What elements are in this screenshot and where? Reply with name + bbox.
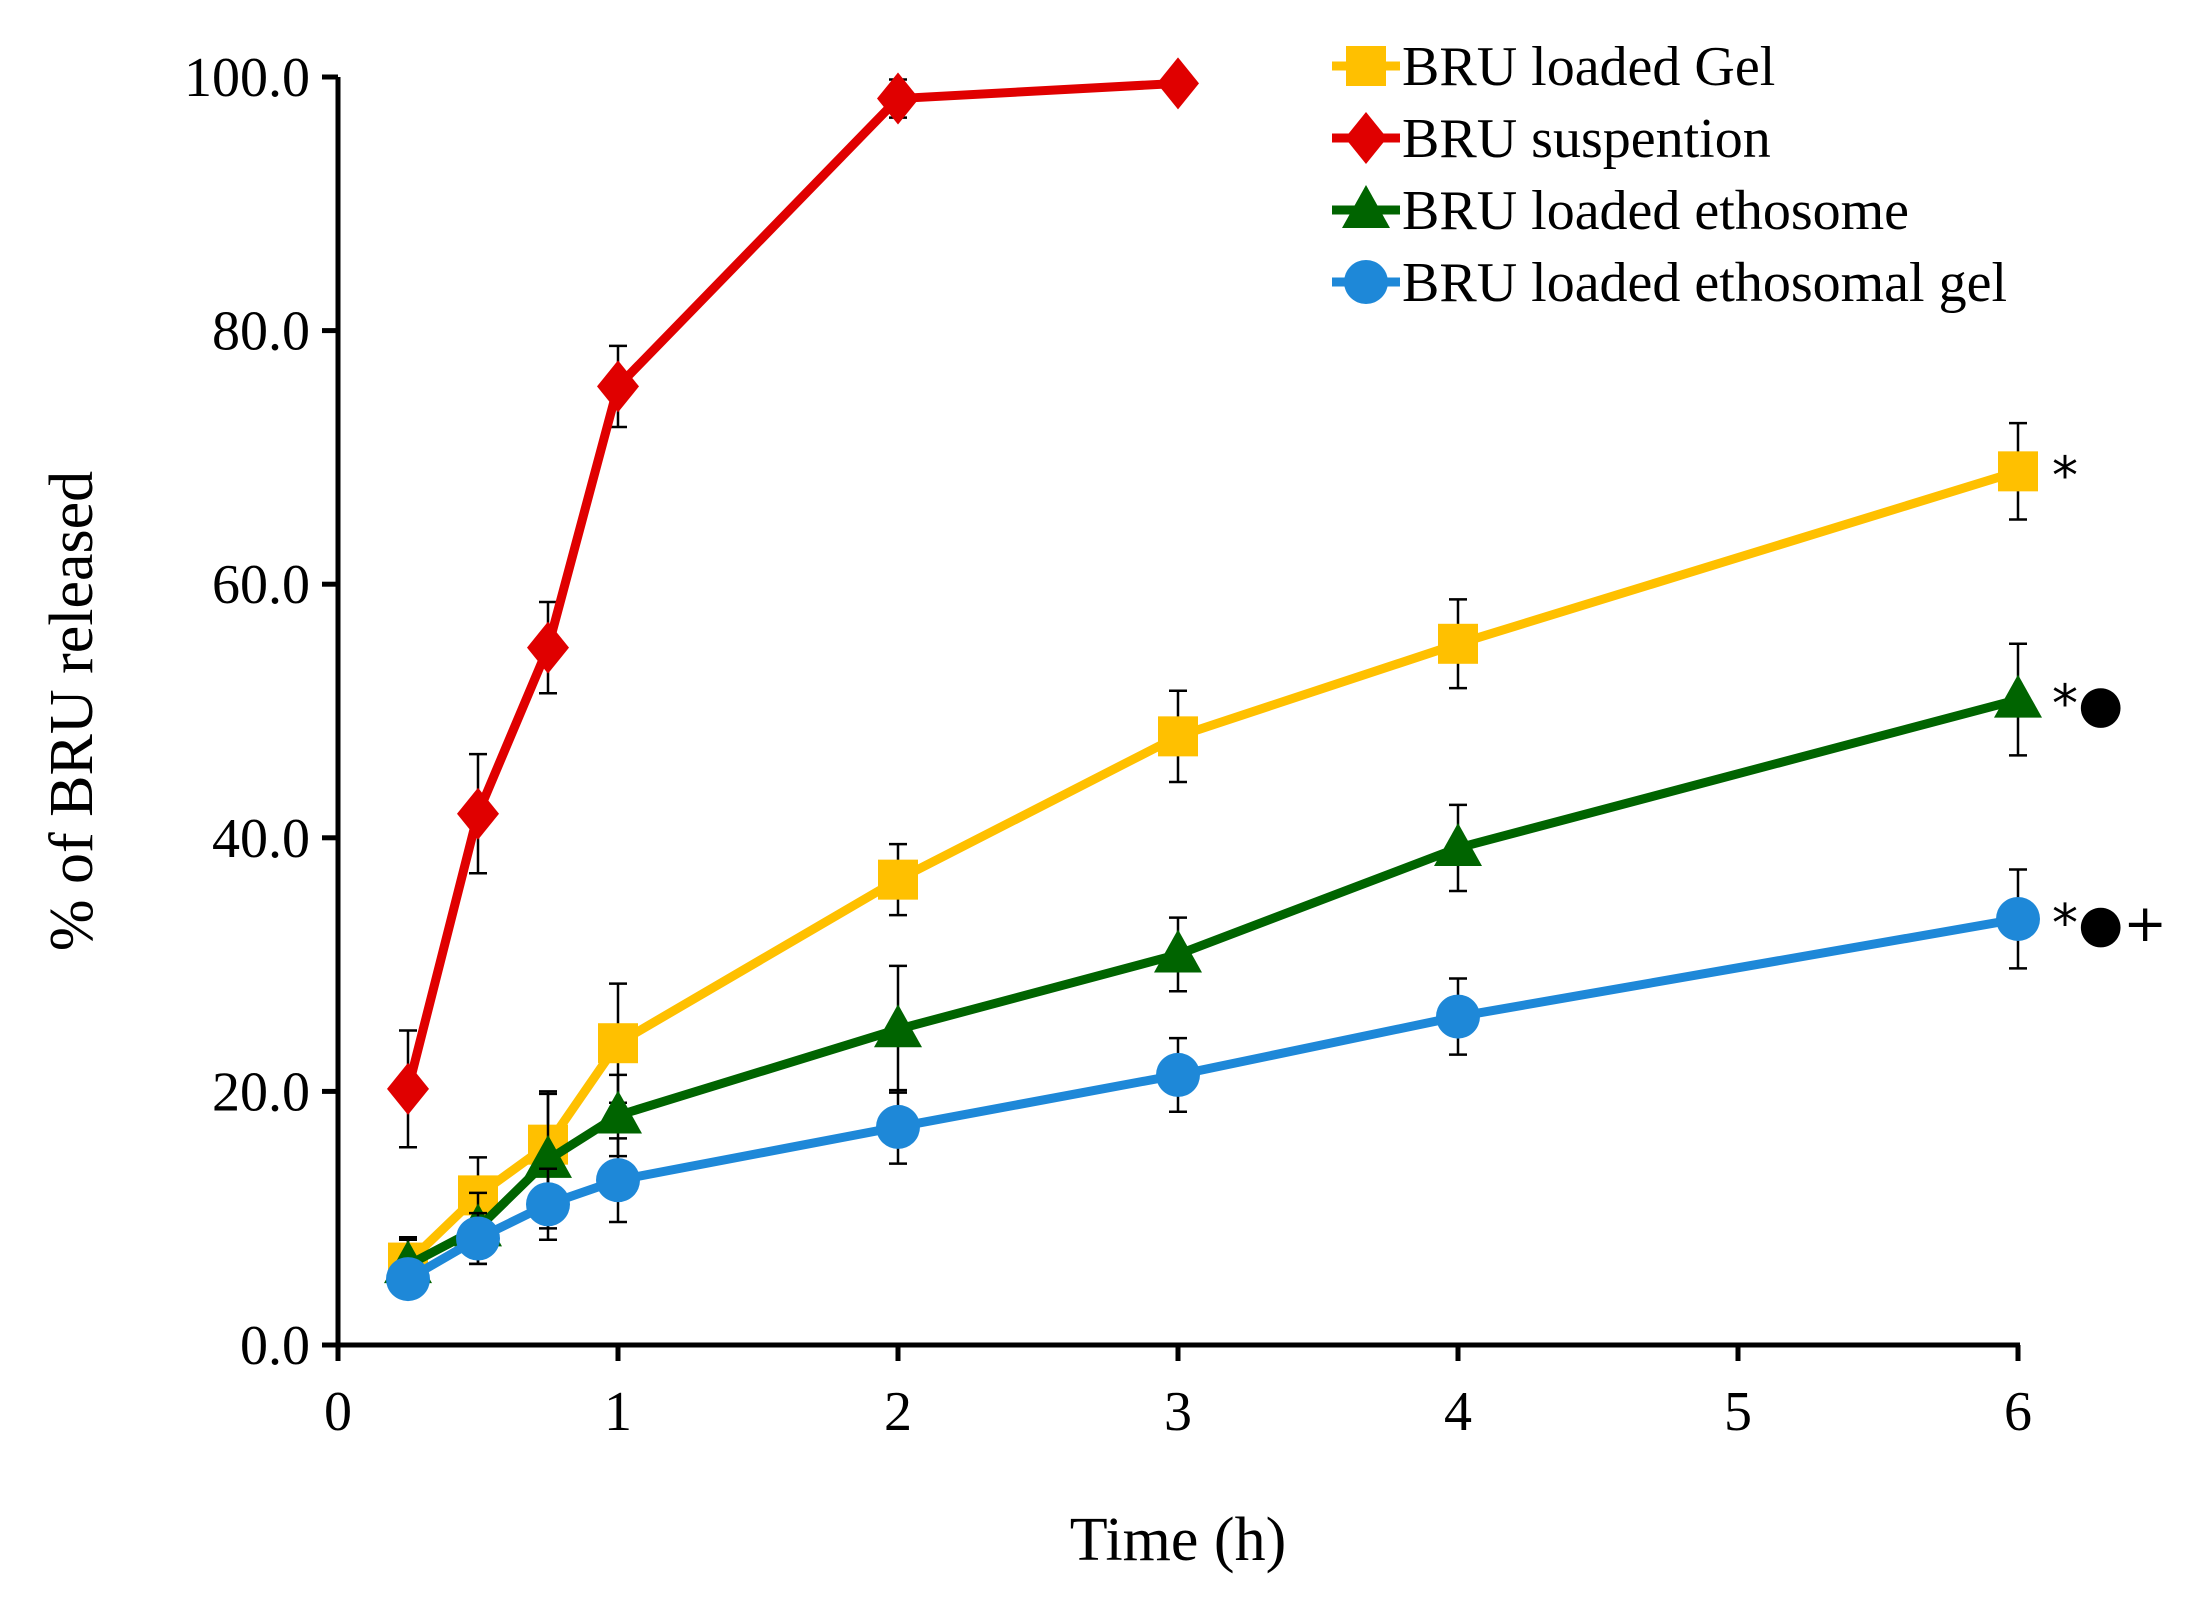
data-point [1157,57,1199,110]
y-ticks: 0.0 20.0 40.0 60.0 80.0 100.0 [184,47,338,1377]
y-tick-label: 100.0 [184,47,310,109]
data-point [1434,822,1482,866]
data-point [456,1216,500,1261]
x-tick-label: 3 [1164,1381,1192,1443]
data-point [527,621,569,674]
significance-annotation: *● [2052,675,2123,735]
data-point [596,1158,640,1203]
series-layer: * *● *●+ [384,57,2167,1302]
data-point [597,360,639,413]
series-line [404,467,2020,1266]
series-0: * [388,421,2078,1290]
y-tick-label: 40.0 [212,808,310,870]
x-tick-label: 6 [2004,1381,2032,1443]
legend: BRU loaded Gel BRU suspention BRU loaded e… [1332,36,2007,314]
legend-marker [1346,46,1386,86]
data-point [1154,929,1202,973]
legend-item: BRU suspention [1332,108,1771,170]
legend-item: BRU loaded ethosome [1332,180,1909,242]
legend-item: BRU loaded Gel [1332,36,1775,98]
x-tick-label: 1 [604,1381,632,1443]
data-point [878,859,918,900]
series-line [405,914,2019,1283]
data-point [877,72,919,125]
data-point [1156,1052,1200,1097]
x-tick-label: 4 [1444,1381,1472,1443]
y-tick-label: 80.0 [212,301,310,363]
legend-marker [1345,112,1387,164]
y-tick-label: 20.0 [212,1061,310,1123]
series-2: *● [384,642,2123,1292]
data-point [387,1062,429,1115]
data-point [1998,451,2038,492]
significance-annotation: * [2052,446,2078,506]
data-point [874,1004,922,1048]
data-point [1994,674,2042,718]
series-line [403,78,1179,1090]
series-3: *●+ [386,868,2167,1302]
data-point [1996,896,2040,941]
data-point [526,1182,570,1227]
legend-label: BRU suspention [1402,108,1771,170]
y-tick-label: 0.0 [240,1315,310,1377]
data-point [386,1257,430,1302]
series-line [405,695,2020,1270]
data-point [457,787,499,840]
legend-label: BRU loaded Gel [1402,36,1775,98]
data-point [876,1104,920,1149]
x-axis-title: Time (h) [1070,1506,1286,1574]
legend-item: BRU loaded ethosomal gel [1332,252,2007,314]
data-point [594,1090,642,1134]
legend-label: BRU loaded ethosomal gel [1402,252,2007,314]
data-point [598,1023,638,1064]
significance-annotation: *●+ [2052,894,2167,954]
x-tick-label: 2 [884,1381,912,1443]
x-tick-label: 5 [1724,1381,1752,1443]
legend-marker [1342,185,1390,228]
data-point [524,1134,572,1178]
series-1 [387,57,1199,1149]
legend-label: BRU loaded ethosome [1402,180,1909,242]
x-tick-label: 0 [324,1381,352,1443]
x-ticks: 0 1 2 3 4 5 6 [324,1345,2032,1443]
y-tick-label: 60.0 [212,554,310,616]
data-point [1438,623,1478,664]
y-axis-title: % of BRU released [38,471,106,951]
legend-marker [1344,260,1388,304]
data-point [1436,994,1480,1039]
data-point [1158,716,1198,757]
